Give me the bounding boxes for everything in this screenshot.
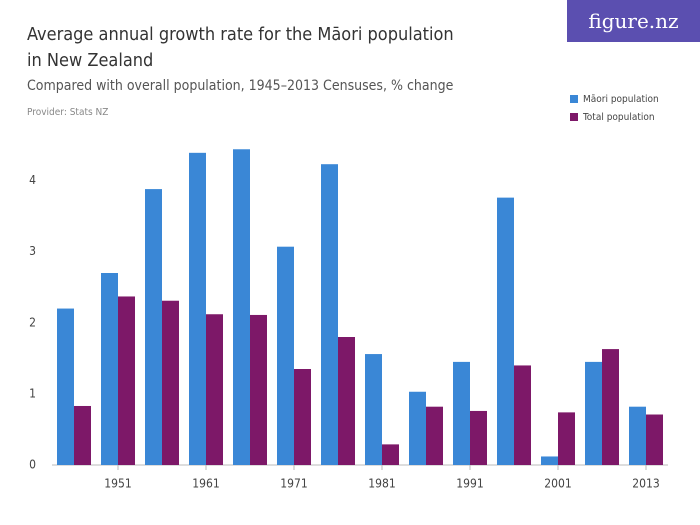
bar [497,197,514,465]
y-tick-label: 4 [29,173,36,187]
bar [382,444,399,465]
x-tick-label: 1961 [192,477,219,491]
y-tick-label: 2 [29,315,36,329]
bar [365,354,382,465]
bar [585,361,602,465]
x-tick-label: 1971 [280,477,307,491]
logo[interactable]: figure.nz [567,0,700,42]
bar [646,414,663,465]
bar [321,164,338,465]
bar [470,410,487,465]
bar [277,246,294,465]
bar [101,273,118,465]
chart-subtitle: Compared with overall population, 1945–2… [27,78,454,94]
bar [206,314,223,465]
bar [338,337,355,465]
chart-title: Average annual growth rate for the Māori… [27,24,454,71]
bar [629,406,646,465]
y-tick-label: 3 [29,244,36,258]
legend-swatch [570,113,578,121]
x-tick-label: 1981 [368,477,395,491]
bar [409,391,426,465]
legend-label: Total population [582,112,655,123]
bar [233,149,250,465]
bar [250,314,267,465]
bar [162,300,179,465]
bar [189,152,206,466]
x-tick-label: 2001 [544,477,571,491]
bar [145,189,162,466]
legend-label: Māori population [583,94,659,105]
x-tick-label: 2013 [632,477,659,491]
y-tick-label: 1 [29,386,36,400]
provider: Provider: Stats NZ [27,107,109,118]
bar [294,369,311,465]
bar [74,405,91,465]
bar [57,308,74,465]
bar [118,296,135,465]
bar [453,361,470,465]
y-tick-label: 0 [29,458,36,472]
bar [602,349,619,465]
x-tick-label: 1951 [104,477,131,491]
bar [514,365,531,465]
bar [558,412,575,465]
bar [426,406,443,465]
x-tick-label: 1991 [456,477,483,491]
legend-swatch [570,95,578,103]
bar [541,456,558,465]
